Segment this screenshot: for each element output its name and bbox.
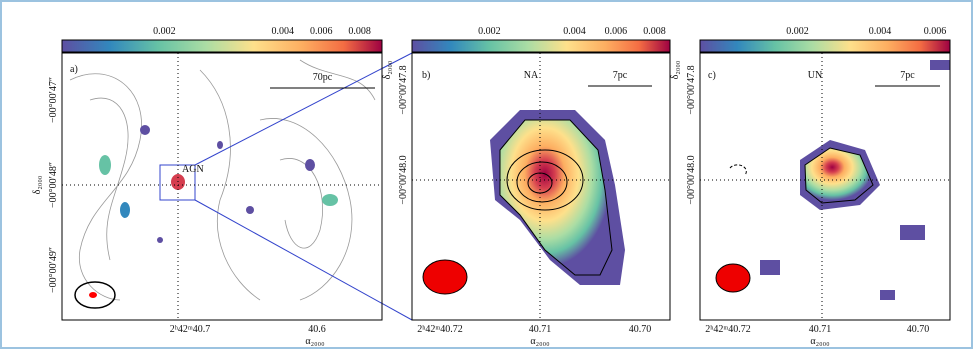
y-tick-label: −00°00′47.8 xyxy=(686,65,697,114)
colorbar-tick-label: 0.004 xyxy=(869,26,892,37)
y-tick-label: −00°00′48.0 xyxy=(686,155,697,204)
panel-title: UN xyxy=(808,70,822,81)
panel-title: NA xyxy=(524,70,539,81)
annotation: AGN xyxy=(182,164,204,175)
panel-label: a) xyxy=(70,64,78,75)
x-tick-label: 2ʰ42ᵐ40.72 xyxy=(705,324,751,335)
colorbar xyxy=(412,40,670,52)
x-tick-label: 40.70 xyxy=(629,324,652,335)
colorbar-tick-label: 0.004 xyxy=(563,26,586,37)
zoom-line xyxy=(195,200,412,320)
colorbar xyxy=(62,40,382,52)
panel-a-map xyxy=(70,60,375,308)
scale-bar-label: 7pc xyxy=(613,70,628,81)
zoom-line xyxy=(195,53,412,165)
colorbar-tick-label: 0.006 xyxy=(605,26,628,37)
y-tick-label: −00°00′49″ xyxy=(48,247,59,293)
figure: 0.002 0.004 0.006 0.008 a) 70pc AGN −00°00′47″ −… xyxy=(0,0,973,349)
colorbar-tick-label: 0.002 xyxy=(786,26,809,37)
y-axis-label: δ₂₀₀₀ xyxy=(382,60,393,79)
colorbar-tick-label: 0.006 xyxy=(310,26,333,37)
y-tick-label: −00°00′47″ xyxy=(48,77,59,123)
y-axis-label: δ₂₀₀₀ xyxy=(670,60,681,79)
y-tick-label: −00°00′48.0 xyxy=(398,155,409,204)
colorbar-tick-label: 0.008 xyxy=(643,26,666,37)
y-tick-label: −00°00′47.8 xyxy=(398,65,409,114)
x-tick-label: 40.70 xyxy=(907,324,930,335)
colorbar-tick-label: 0.002 xyxy=(153,26,176,37)
y-tick-label: −00°00′48″ xyxy=(48,162,59,208)
panel-label: c) xyxy=(708,70,716,81)
x-tick-label: 40.71 xyxy=(809,324,832,335)
colorbar-tick-label: 0.008 xyxy=(348,26,371,37)
panel-label: b) xyxy=(422,70,430,81)
colorbar xyxy=(700,40,950,52)
x-axis-label: α₂₀₀₀ xyxy=(530,336,550,347)
x-tick-label: 40.71 xyxy=(529,324,552,335)
x-tick-label: 2ʰ42ᵐ40.72 xyxy=(417,324,463,335)
emission-blobs xyxy=(99,125,338,243)
scale-bar-label: 7pc xyxy=(900,70,915,81)
panel-b-map xyxy=(423,110,625,294)
x-axis-label: α₂₀₀₀ xyxy=(810,336,830,347)
x-axis-label: α₂₀₀₀ xyxy=(305,336,325,347)
scale-bar-label: 70pc xyxy=(313,72,333,83)
y-axis-label: δ₂₀₀₀ xyxy=(32,175,43,194)
colorbar-tick-label: 0.006 xyxy=(924,26,947,37)
colorbar-tick-label: 0.004 xyxy=(272,26,295,37)
x-tick-label: 2ʰ42ᵐ40.7 xyxy=(170,324,211,335)
x-tick-label: 40.6 xyxy=(308,324,326,335)
beam xyxy=(89,292,97,298)
colorbar-tick-label: 0.002 xyxy=(478,26,501,37)
